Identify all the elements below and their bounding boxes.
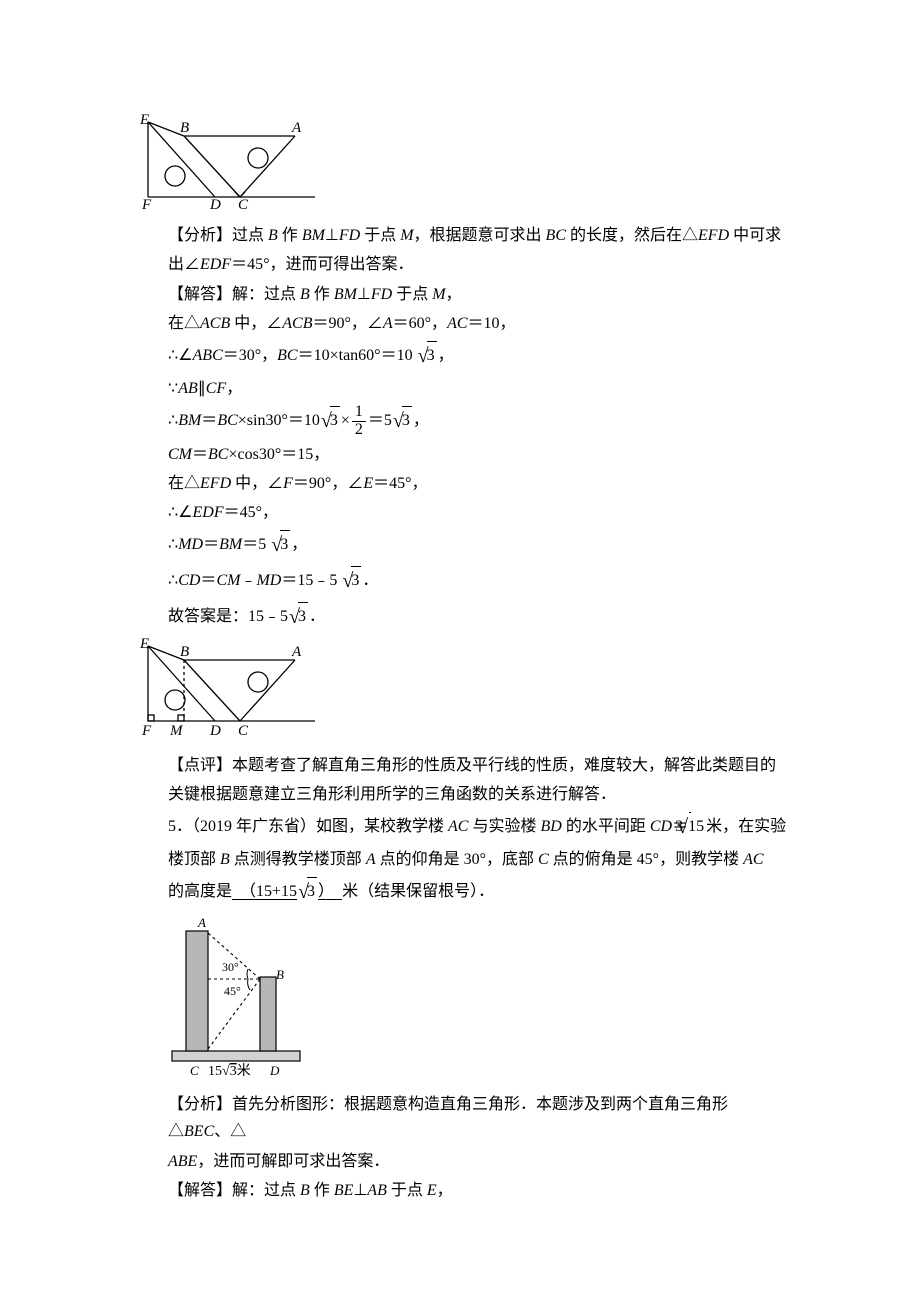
fig2-D: D — [209, 723, 221, 738]
fig1-A: A — [291, 120, 302, 136]
p5-analysis-2: ABE，进而可解即可求出答案． — [140, 1148, 790, 1175]
solution-para-6: CM＝BC×cos30°＝15， — [140, 441, 790, 468]
fig1-D: D — [209, 197, 221, 209]
fig2-F: F — [141, 723, 152, 738]
solution-para-9: ∴MD＝BM＝5 √3， — [140, 528, 790, 562]
figure-triangle-2: E B A F M D C — [140, 638, 790, 747]
p5-analysis-1: 【分析】首先分析图形：根据题意构造直角三角形．本题涉及到两个直角三角形△BEC、… — [140, 1091, 790, 1145]
fig3-svg: A B C D 30° 45° 15√3米 — [168, 913, 323, 1078]
fig1-E: E — [140, 114, 149, 128]
comment-para-2: 关键根据题意建立三角形利用所学的三角函数的关系进行解答． — [140, 781, 790, 808]
solution-para-4: ∵AB∥CF， — [140, 375, 790, 402]
solution-para-5: ∴BM＝BC×sin30°＝10√3×12＝5√3， — [140, 404, 790, 439]
fig2-M: M — [169, 723, 184, 738]
problem-5-line1: 5．（2019 年广东省）如图，某校教学楼 AC 与实验楼 BD 的水平间距 C… — [140, 810, 790, 844]
solution-para-1: 【解答】解：过点 B 作 BM⊥FD 于点 M， — [140, 281, 790, 308]
comment-para-1: 【点评】本题考查了解直角三角形的性质及平行线的性质，难度较大，解答此类题目的 — [140, 752, 790, 779]
fig3-D: D — [269, 1063, 280, 1078]
fig3-B: B — [276, 967, 284, 982]
solution-para-7: 在△EFD 中，∠F＝90°，∠E＝45°， — [140, 470, 790, 497]
fig2-B: B — [180, 644, 189, 660]
fig2-svg: E B A F M D C — [140, 638, 318, 738]
figure-building: A B C D 30° 45° 15√3米 — [140, 913, 790, 1087]
fig2-C: C — [238, 723, 249, 738]
fig3-angle30: 30° — [222, 960, 239, 974]
fig3-A: A — [197, 915, 206, 930]
fig1-svg: E B A F D C — [140, 114, 318, 209]
fig2-E: E — [140, 638, 149, 652]
problem-5-line3: 的高度是 （15+15√3） 米（结果保留根号）． — [140, 875, 790, 909]
solution-para-2: 在△ACB 中，∠ACB＝90°，∠A＝60°，AC＝10， — [140, 310, 790, 337]
analysis-para-2: 出∠EDF＝45°，进而可得出答案． — [140, 251, 790, 278]
solution-answer: 故答案是：15﹣5√3． — [140, 600, 790, 634]
fig1-F: F — [141, 197, 152, 209]
solution-para-3: ∴∠ABC＝30°，BC＝10×tan60°＝10 √3， — [140, 339, 790, 373]
solution-para-10: ∴CD＝CM﹣MD＝15﹣5 √3． — [140, 564, 790, 598]
analysis-para-1: 【分析】过点 B 作 BM⊥FD 于点 M，根据题意可求出 BC 的长度，然后在… — [140, 222, 790, 249]
solution-para-8: ∴∠EDF＝45°， — [140, 499, 790, 526]
fig1-C: C — [238, 197, 249, 209]
fig1-B: B — [180, 120, 189, 136]
fig3-angle45: 45° — [224, 984, 241, 998]
fig3-base: 15√3米 — [208, 1063, 251, 1078]
fig3-C: C — [190, 1063, 199, 1078]
figure-triangle-1: E B A F D C — [140, 114, 790, 218]
fig2-A: A — [291, 644, 302, 660]
p5-solution-1: 【解答】解：过点 B 作 BE⊥AB 于点 E， — [140, 1177, 790, 1204]
problem-5-line2: 楼顶部 B 点测得教学楼顶部 A 点的仰角是 30°，底部 C 点的俯角是 45… — [140, 846, 790, 873]
